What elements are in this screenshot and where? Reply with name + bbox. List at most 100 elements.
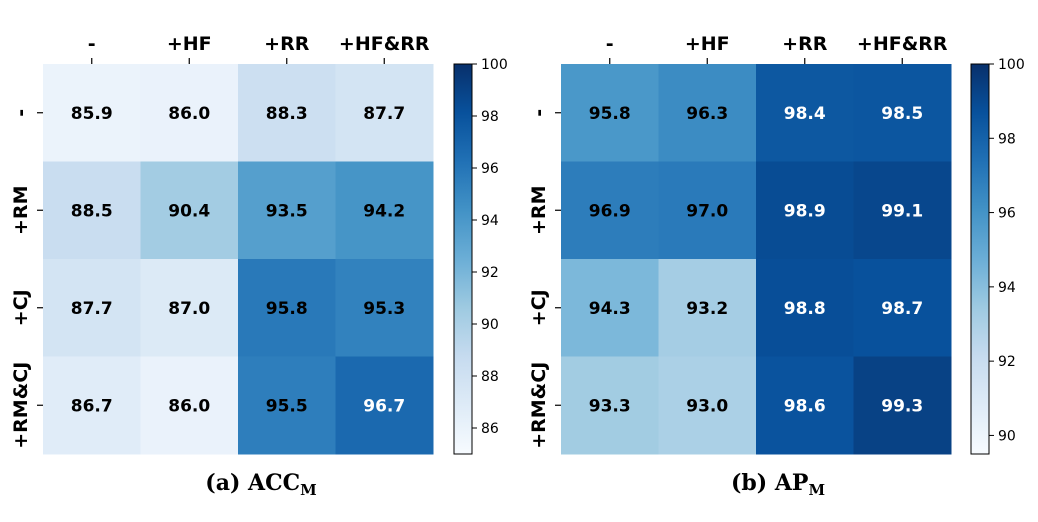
row-label-2: +CJ (528, 289, 550, 326)
row-label-0: - (528, 109, 550, 117)
heatmap-cell-r1-c2 (238, 161, 336, 260)
heatmap-cell-r2-c1 (658, 259, 757, 357)
heatmap-cell-r1-c3 (853, 161, 952, 260)
row-label-1: +RM (528, 186, 550, 235)
cell-value-r3-c1: 93.0 (686, 396, 728, 416)
heatmap-cell-r1-c3 (335, 161, 434, 260)
column-label-3: +HF&RR (857, 33, 948, 55)
heatmap-cell-r3-c3 (335, 356, 434, 455)
caption-main: (b) AP (731, 470, 808, 496)
panel-caption: (a) ACCM (205, 470, 316, 499)
caption-main: (a) ACC (205, 470, 300, 496)
cell-value-r2-c2: 95.8 (266, 299, 308, 319)
cell-value-r0-c1: 86.0 (168, 104, 210, 124)
caption-subscript: M (300, 481, 317, 499)
heatmap-cell-r3-c2 (238, 356, 336, 455)
heatmap-cell-r3-c0 (561, 356, 659, 455)
heatmap-cell-r2-c0 (561, 259, 659, 357)
row-label-0: - (10, 109, 32, 117)
heatmap-cell-r3-c2 (756, 356, 854, 455)
heatmap-cell-r3-c3 (853, 356, 952, 455)
cell-value-r3-c1: 86.0 (168, 396, 210, 416)
cell-value-r3-c2: 98.6 (784, 396, 826, 416)
row-label-1: +RM (10, 186, 32, 235)
colorbar-tick-label-4: 98 (998, 131, 1016, 147)
cell-value-r2-c2: 98.8 (784, 299, 826, 319)
colorbar-tick-label-2: 94 (998, 280, 1016, 296)
column-label-2: +RR (264, 33, 310, 55)
cell-value-r2-c1: 87.0 (168, 299, 210, 319)
column-label-2: +RR (782, 33, 828, 55)
row-label-3: +RM&CJ (528, 362, 550, 449)
heatmap-cell-r2-c1 (140, 259, 239, 357)
row-label-3: +RM&CJ (10, 362, 32, 449)
heatmap-cell-r1-c2 (756, 161, 854, 260)
heatmap-cell-r0-c0 (43, 64, 141, 162)
colorbar-tick-label-7: 100 (481, 57, 508, 73)
column-label-1: +HF (167, 33, 212, 55)
heatmap-cell-r3-c0 (43, 356, 141, 455)
cell-value-r2-c3: 95.3 (363, 299, 405, 319)
colorbar (453, 63, 473, 455)
cell-value-r1-c1: 97.0 (686, 201, 728, 221)
row-label-2: +CJ (10, 289, 32, 326)
colorbar-tick-label-1: 92 (998, 354, 1016, 370)
cell-value-r3-c0: 93.3 (589, 396, 631, 416)
column-label-0: - (88, 33, 96, 55)
colorbar-tick-label-0: 86 (481, 421, 499, 437)
cell-value-r0-c1: 96.3 (686, 104, 728, 124)
heatmap-cell-r3-c1 (140, 356, 239, 455)
cell-value-r2-c3: 98.7 (881, 299, 923, 319)
cell-value-r1-c1: 90.4 (168, 201, 210, 221)
heatmap-cell-r0-c2 (238, 64, 336, 162)
heatmap-acc-panel: 85.9 86.0 88.3 87.7 88.5 90.4 93.5 94.2 87.7 87.0… (10, 33, 508, 499)
cell-value-r0-c2: 98.4 (784, 104, 826, 124)
cell-value-r3-c0: 86.7 (71, 396, 113, 416)
heatmap-cell-r3-c1 (658, 356, 757, 455)
heatmap-cell-r1-c1 (658, 161, 757, 260)
cell-value-r3-c3: 99.3 (881, 396, 923, 416)
cell-value-r1-c3: 94.2 (363, 201, 405, 221)
colorbar-tick-label-2: 90 (481, 317, 499, 333)
heatmap-cell-r2-c3 (853, 259, 952, 357)
colorbar-tick-label-0: 90 (998, 428, 1016, 444)
heatmap-cell-r1-c0 (43, 161, 141, 260)
cell-value-r0-c3: 98.5 (881, 104, 923, 124)
heatmap-cell-r0-c2 (756, 64, 854, 162)
heatmap-cell-r1-c0 (561, 161, 659, 260)
cell-value-r0-c3: 87.7 (363, 104, 405, 124)
colorbar-tick-label-5: 96 (481, 161, 499, 177)
heatmap-cell-r2-c2 (756, 259, 854, 357)
cell-value-r0-c0: 85.9 (71, 104, 113, 124)
panel-caption: (b) APM (731, 470, 825, 499)
cell-value-r1-c0: 88.5 (71, 201, 113, 221)
colorbar-tick-label-3: 96 (998, 206, 1016, 222)
heatmap-cell-r2-c2 (238, 259, 336, 357)
heatmap-cell-r2-c3 (335, 259, 434, 357)
heatmap-cell-r1-c1 (140, 161, 239, 260)
colorbar-tick-label-1: 88 (481, 369, 499, 385)
cell-value-r2-c0: 94.3 (589, 299, 631, 319)
cell-value-r2-c1: 93.2 (686, 299, 728, 319)
heatmap-cell-r0-c3 (853, 64, 952, 162)
caption-subscript: M (808, 481, 825, 499)
cell-value-r1-c2: 98.9 (784, 201, 826, 221)
colorbar (970, 63, 990, 455)
heatmap-cell-r0-c3 (335, 64, 434, 162)
heatmap-cell-r2-c0 (43, 259, 141, 357)
colorbar-tick-label-4: 94 (481, 213, 499, 229)
cell-value-r1-c0: 96.9 (589, 201, 631, 221)
cell-value-r2-c0: 87.7 (71, 299, 113, 319)
cell-value-r0-c2: 88.3 (266, 104, 308, 124)
cell-value-r0-c0: 95.8 (589, 104, 631, 124)
heatmap-cell-r0-c1 (658, 64, 757, 162)
colorbar-tick-label-5: 100 (998, 57, 1025, 73)
heatmap-cell-r0-c0 (561, 64, 659, 162)
heatmap-cell-r0-c1 (140, 64, 239, 162)
column-label-1: +HF (685, 33, 730, 55)
colorbar-tick-label-6: 98 (481, 109, 499, 125)
cell-value-r1-c2: 93.5 (266, 201, 308, 221)
cell-value-r3-c3: 96.7 (363, 396, 405, 416)
heatmap-ap-panel: 95.8 96.3 98.4 98.5 96.9 97.0 98.9 99.1 94.3 93.2… (528, 33, 1025, 499)
